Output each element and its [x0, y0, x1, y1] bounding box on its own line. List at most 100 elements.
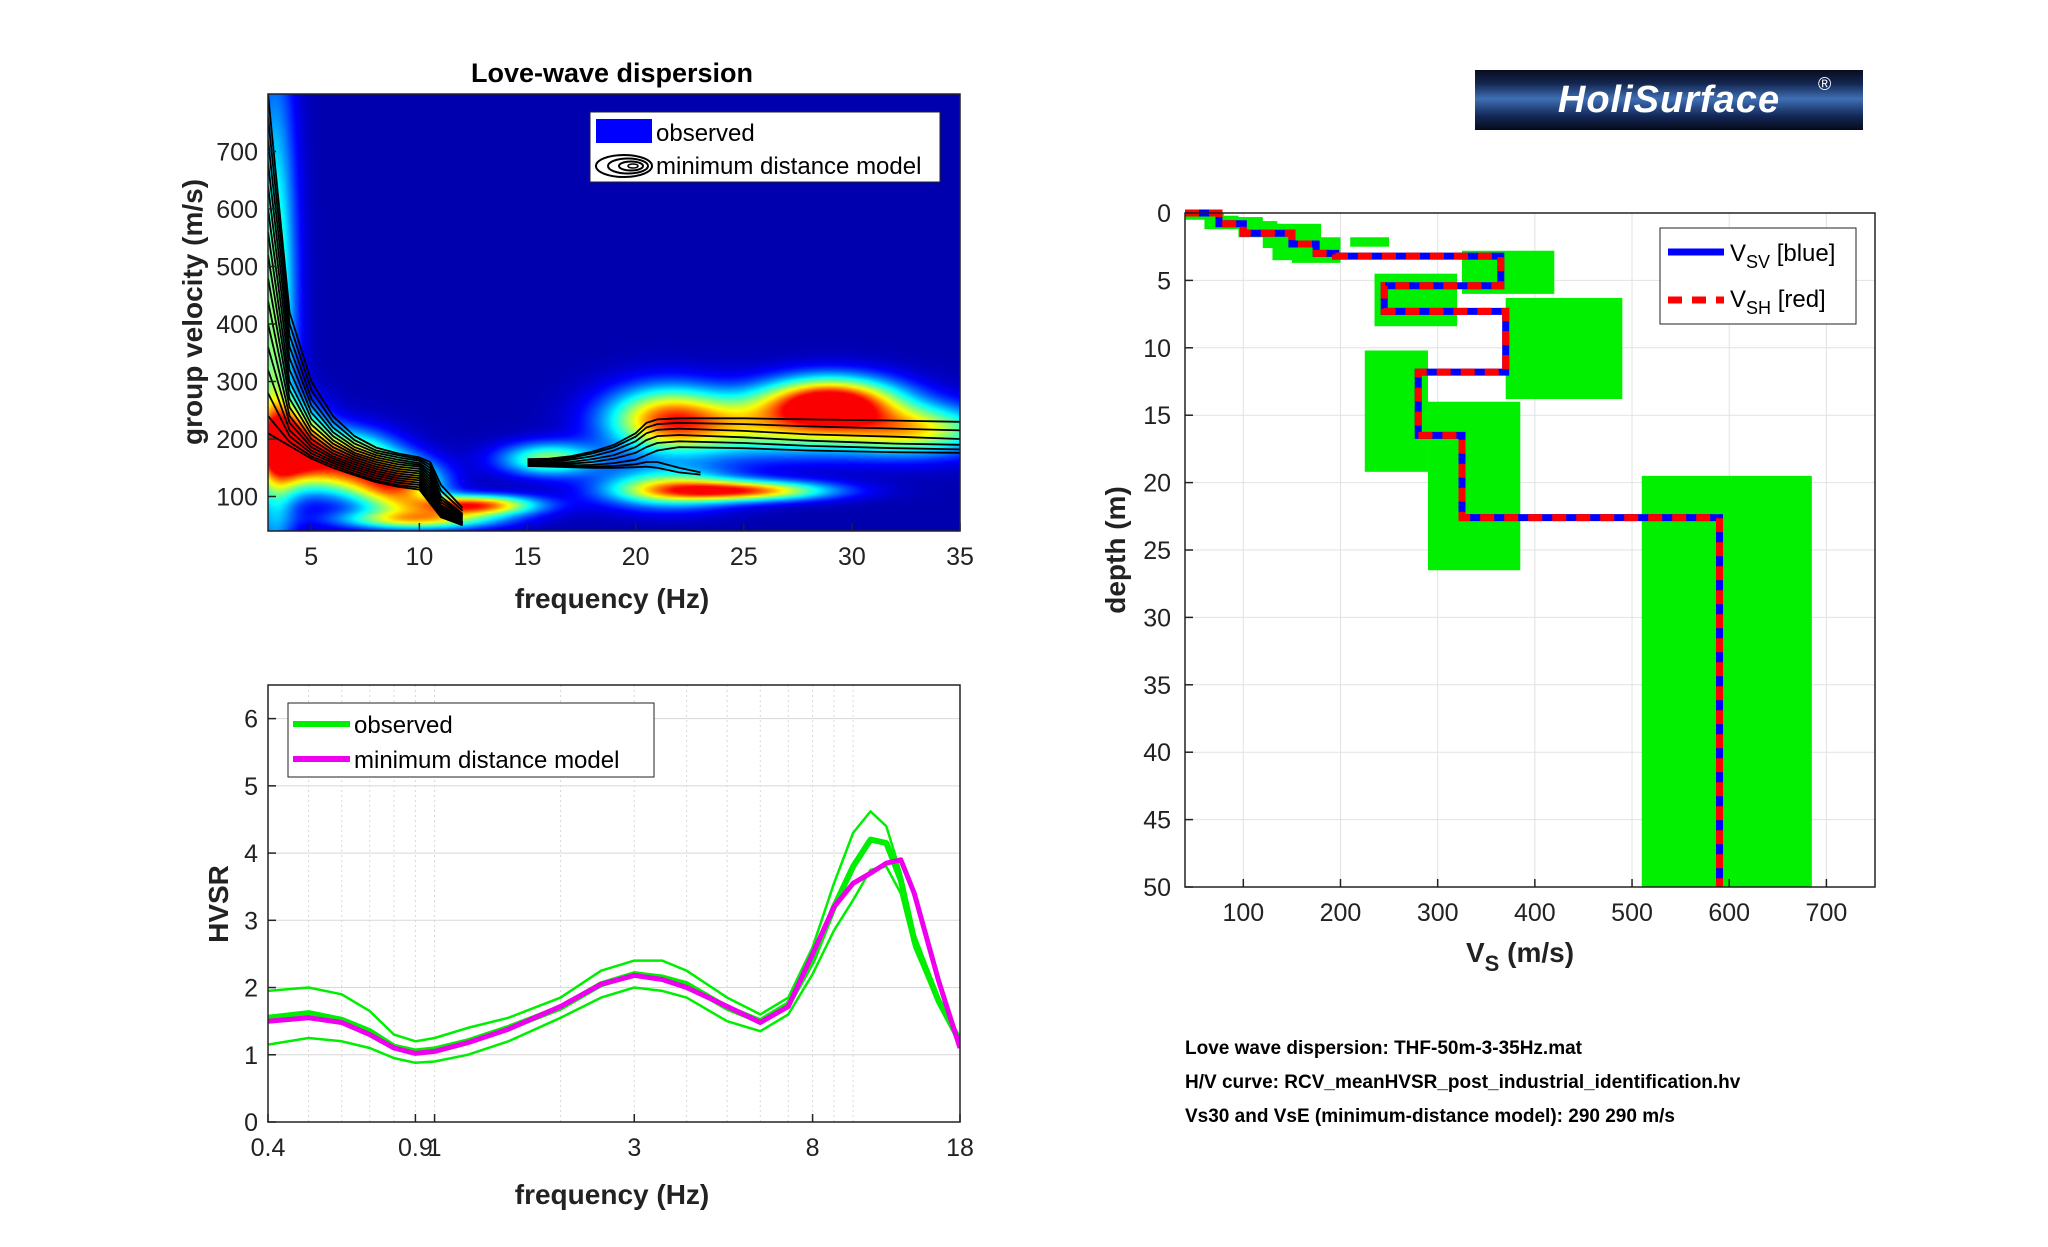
model-contour-line	[268, 185, 464, 517]
model-contour-line	[268, 139, 464, 515]
model-contour-line	[268, 369, 463, 525]
y-tick-label: 50	[1143, 874, 1171, 902]
hvsr-legend-box	[287, 702, 655, 778]
vs-legend-sh: VSH [red]	[1730, 286, 1826, 318]
y-tick-label: 400	[216, 311, 258, 339]
dispersion-ylabel: group velocity (m/s)	[177, 179, 208, 445]
model-contour-line	[527, 427, 960, 463]
y-tick-label: 200	[216, 426, 258, 454]
x-tick-label: 3	[627, 1134, 641, 1162]
model-contour-line	[268, 162, 464, 516]
vsh-profile-line	[1185, 209, 1723, 887]
vs-profile-chart: 100 200 300 400 500 600 700 0 5 10 15 20 25 30 35 40 45…	[1100, 200, 1876, 976]
y-tick-label: 2	[244, 975, 258, 1003]
model-contour-line	[268, 208, 464, 518]
model-contour-line	[268, 116, 464, 512]
x-tick-label: 400	[1514, 899, 1556, 927]
hvsr-legend: observed minimum distance model	[287, 702, 655, 778]
vs-profile-lines	[1185, 209, 1723, 887]
vs-legend-sv-suffix: [blue]	[1770, 240, 1835, 267]
y-tick-label: 0	[244, 1109, 258, 1137]
model-contour-line	[268, 392, 463, 525]
model-contour-line	[527, 446, 960, 467]
model-contour-line	[527, 417, 960, 460]
y-tick-label: 15	[1143, 402, 1171, 430]
hvsr-x-ticks: 0.4 0.91 3 8 18	[251, 1114, 974, 1162]
x-tick-label: 700	[1806, 899, 1848, 927]
x-tick-label: 8	[806, 1134, 820, 1162]
logo-registered-mark: ®	[1818, 74, 1832, 94]
y-tick-label: 5	[1157, 267, 1171, 295]
vs-legend-sv-base: V	[1730, 240, 1746, 267]
vs-x-ticks: 100 200 300 400 500 600 700	[1222, 879, 1847, 927]
info-hv-file: H/V curve: RCV_meanHVSR_post_industrial_…	[1185, 1072, 1741, 1093]
model-contour-line	[527, 465, 701, 476]
model-contour-line	[268, 432, 463, 527]
x-tick-label: 200	[1320, 899, 1362, 927]
x-tick-label: 500	[1611, 899, 1653, 927]
uncertainty-box	[1505, 297, 1623, 400]
hvsr-ylabel: HVSR	[203, 865, 234, 943]
model-line	[268, 857, 960, 1056]
hvsr-lines	[268, 810, 960, 1065]
y-tick-label: 4	[244, 840, 258, 868]
y-tick-label: 600	[216, 196, 258, 224]
vs-y-ticks: 0 5 10 15 20 25 30 35 40 45 50	[1143, 200, 1193, 902]
x-tick-label: 1	[428, 1134, 442, 1162]
x-tick-label: 300	[1417, 899, 1459, 927]
model-contour-line	[268, 346, 463, 524]
y-tick-label: 5	[244, 773, 258, 801]
x-tick-label: 0.9	[398, 1134, 433, 1162]
y-tick-label: 20	[1143, 470, 1171, 498]
observed-upper-line	[268, 810, 960, 1043]
y-tick-label: 10	[1143, 335, 1171, 363]
uncertainty-box	[1641, 475, 1812, 887]
y-tick-label: 300	[216, 369, 258, 397]
hvsr-xlabel: frequency (Hz)	[515, 1179, 709, 1210]
y-tick-label: 500	[216, 254, 258, 282]
vs-xlabel: VS (m/s)	[1466, 937, 1574, 976]
dispersion-chart: Love-wave dispersion 5 10 15 20 25 30 35 100 20…	[177, 58, 974, 614]
dispersion-x-ticks: 5 10 15 20 25 30 35	[304, 523, 974, 571]
dispersion-model-curves	[268, 94, 960, 527]
hvsr-legend-model: minimum distance model	[354, 747, 619, 774]
hvsr-y-ticks: 0 1 2 3 4 5 6	[244, 706, 276, 1137]
x-tick-label: 20	[622, 543, 650, 571]
logo-text: HoliSurface	[1557, 78, 1781, 121]
y-tick-label: 0	[1157, 200, 1171, 228]
dispersion-legend-model: minimum distance model	[656, 153, 921, 180]
uncertainty-box	[1427, 401, 1521, 571]
vs-xlabel-base: V	[1466, 937, 1485, 968]
x-tick-label: 600	[1708, 899, 1750, 927]
model-contour-line	[268, 94, 464, 509]
hvsr-legend-observed: observed	[354, 712, 453, 739]
vs-legend-sh-sub: SH	[1746, 298, 1771, 318]
x-tick-label: 100	[1222, 899, 1264, 927]
dispersion-xlabel: frequency (Hz)	[515, 583, 709, 614]
y-tick-label: 3	[244, 907, 258, 935]
x-tick-label: 35	[946, 543, 974, 571]
dispersion-axes-box	[267, 93, 961, 532]
legend-swatch-observed	[596, 119, 652, 143]
x-tick-label: 0.4	[251, 1134, 286, 1162]
x-tick-label: 15	[514, 543, 542, 571]
model-contour-line	[268, 277, 464, 522]
y-tick-label: 30	[1143, 604, 1171, 632]
dispersion-legend: observed minimum distance model	[589, 111, 941, 183]
dispersion-legend-observed: observed	[656, 120, 755, 147]
holisurface-logo: HoliSurface ®	[1475, 70, 1863, 130]
x-tick-label: 30	[838, 543, 866, 571]
model-contour-line	[527, 440, 960, 466]
y-tick-label: 40	[1143, 739, 1171, 767]
y-tick-label: 700	[216, 139, 258, 167]
y-tick-label: 35	[1143, 672, 1171, 700]
uncertainty-box	[1350, 237, 1390, 247]
model-contour-line	[527, 421, 960, 462]
y-tick-label: 25	[1143, 537, 1171, 565]
vs-xlabel-unit: (m/s)	[1499, 937, 1574, 968]
y-tick-label: 45	[1143, 807, 1171, 835]
vs-legend-box	[1659, 227, 1857, 325]
info-dispersion-file: Love wave dispersion: THF-50m-3-35Hz.mat	[1185, 1038, 1582, 1059]
